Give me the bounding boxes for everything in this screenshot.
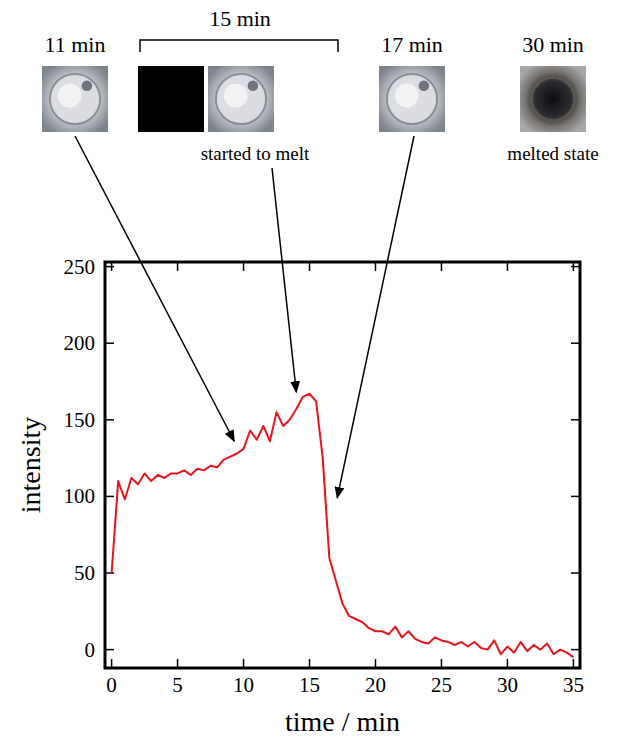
x-tick-label: 0 <box>106 673 117 697</box>
x-tick-label: 20 <box>365 673 386 697</box>
photo-label: 17 min <box>381 32 443 57</box>
y-axis-title: intensity <box>15 417 46 513</box>
y-tick <box>105 266 114 268</box>
photo <box>520 66 586 132</box>
line-series <box>112 394 574 658</box>
photo <box>379 66 445 132</box>
x-tick <box>507 659 509 668</box>
y-tick-label: 50 <box>74 561 95 585</box>
photo <box>42 66 108 132</box>
photo-black <box>138 66 204 132</box>
y-tick-right <box>571 342 580 344</box>
photo-highlight <box>224 84 248 108</box>
x-tick <box>243 659 245 668</box>
photo-highlight <box>395 84 419 108</box>
annotation-arrow <box>337 136 414 498</box>
photo-ice <box>216 74 266 124</box>
y-tick-right <box>571 419 580 421</box>
x-tick <box>375 659 377 668</box>
y-tick-label: 200 <box>64 331 96 355</box>
photo <box>138 66 204 132</box>
photo-bg <box>42 66 108 132</box>
photo-caption: melted state <box>507 143 598 164</box>
x-tick-label: 15 <box>299 673 320 697</box>
x-tick <box>441 659 443 668</box>
y-tick-right <box>571 266 580 268</box>
y-tick-label: 100 <box>64 484 96 508</box>
photo-label: 15 min <box>209 6 271 31</box>
plot-frame <box>105 262 580 668</box>
photo-ice <box>50 74 100 124</box>
x-tick-top <box>177 262 179 271</box>
photo-bg <box>379 66 445 132</box>
y-tick-right <box>571 649 580 651</box>
photo-caption: started to melt <box>201 143 310 164</box>
x-tick-label: 10 <box>233 673 254 697</box>
photo-highlight <box>58 84 82 108</box>
y-tick <box>105 572 114 574</box>
photo-bg <box>520 66 586 132</box>
y-tick-label: 150 <box>64 408 96 432</box>
bracket <box>140 40 338 52</box>
x-tick-label: 5 <box>172 673 183 697</box>
photo-bg <box>208 66 274 132</box>
annotation-arrow <box>75 136 234 441</box>
photo-ice <box>387 74 437 124</box>
photo-label: 11 min <box>45 32 106 57</box>
y-tick <box>105 649 114 651</box>
y-tick-right <box>571 572 580 574</box>
photo-shadow <box>82 81 93 92</box>
photo-ring <box>531 77 575 121</box>
y-tick <box>105 419 114 421</box>
x-tick-top <box>309 262 311 271</box>
y-tick <box>105 342 114 344</box>
y-tick-label: 250 <box>64 255 96 279</box>
x-tick-top <box>441 262 443 271</box>
photo-shadow <box>248 81 259 92</box>
plot-area <box>112 394 574 658</box>
x-tick-top <box>243 262 245 271</box>
y-tick <box>105 496 114 498</box>
y-tick-label: 0 <box>85 638 96 662</box>
chart: 11 min 15 min started to melt 17 min 30 min m… <box>0 0 641 747</box>
x-tick-label: 35 <box>563 673 584 697</box>
photo <box>208 66 274 132</box>
x-tick-top <box>375 262 377 271</box>
x-axis-title: time / min <box>285 706 400 737</box>
x-tick <box>111 659 113 668</box>
x-tick <box>573 659 575 668</box>
x-tick <box>309 659 311 668</box>
photo-label: 30 min <box>522 32 584 57</box>
x-tick <box>177 659 179 668</box>
y-tick-right <box>571 496 580 498</box>
annotation-arrow <box>272 168 296 392</box>
x-tick-top <box>507 262 509 271</box>
photo-shadow <box>419 81 430 92</box>
x-tick-label: 25 <box>431 673 452 697</box>
x-tick-label: 30 <box>497 673 518 697</box>
